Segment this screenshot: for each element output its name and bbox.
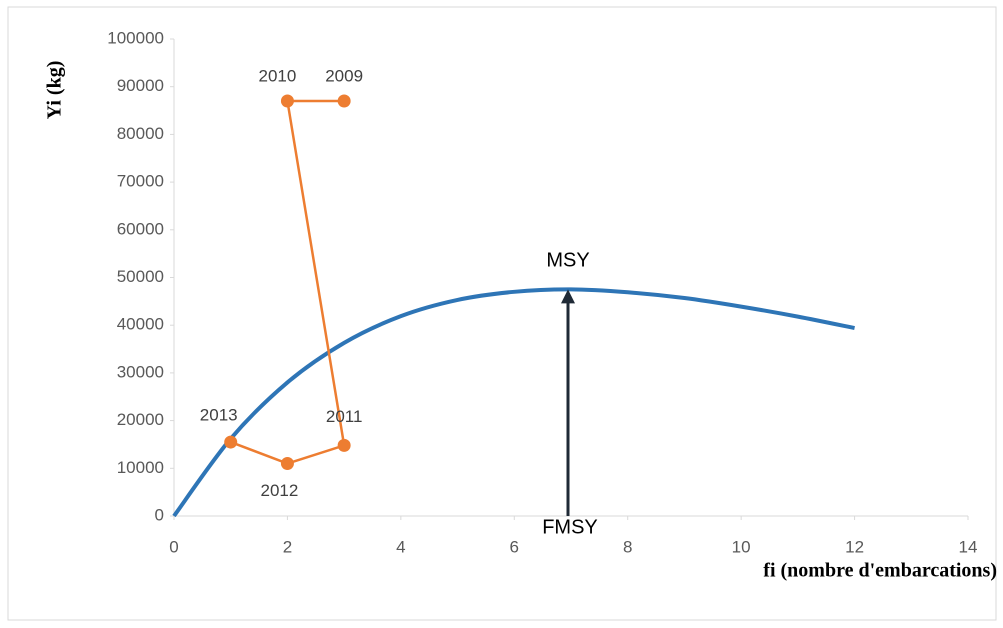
y-tick-label: 80000 [117, 124, 164, 143]
x-tick-label: 2 [283, 537, 292, 556]
x-tick-label: 0 [169, 537, 178, 556]
y-tick-label: 60000 [117, 219, 164, 238]
x-tick-label: 12 [845, 537, 864, 556]
point-label: 2012 [261, 481, 299, 500]
line [172, 287, 855, 518]
y-axis-title: Yi (kg) [44, 61, 66, 120]
point [337, 94, 351, 108]
point-label: 2013 [200, 406, 238, 425]
x-tick-label: 8 [623, 537, 632, 556]
y-tick-label: 40000 [117, 315, 164, 334]
x-axis-title: fi (nombre d'embarcations) [763, 560, 997, 582]
point-label: 2009 [325, 66, 363, 85]
y-tick-label: 90000 [117, 76, 164, 95]
point [280, 94, 294, 108]
point [224, 435, 238, 449]
y-tick-label: 0 [155, 505, 164, 524]
x-tick-label: 6 [510, 537, 519, 556]
arrow-head [561, 289, 575, 304]
chart-border [7, 6, 997, 621]
point-label: 2010 [259, 66, 297, 85]
x-tick-label: 10 [732, 537, 751, 556]
point [280, 457, 294, 471]
y-tick-label: 70000 [117, 172, 164, 191]
y-tick-label: 100000 [107, 28, 164, 47]
x-tick-label: 4 [396, 537, 405, 556]
y-tick-label: 20000 [117, 410, 164, 429]
annotation: FMSY [542, 516, 598, 538]
x-tick-label: 14 [959, 537, 978, 556]
point [337, 438, 351, 452]
y-tick-label: 30000 [117, 362, 164, 381]
point-label: 2011 [326, 407, 363, 426]
annotation: MSY [546, 250, 589, 272]
y-tick-label: 50000 [117, 267, 164, 286]
y-tick-label: 10000 [117, 458, 164, 477]
